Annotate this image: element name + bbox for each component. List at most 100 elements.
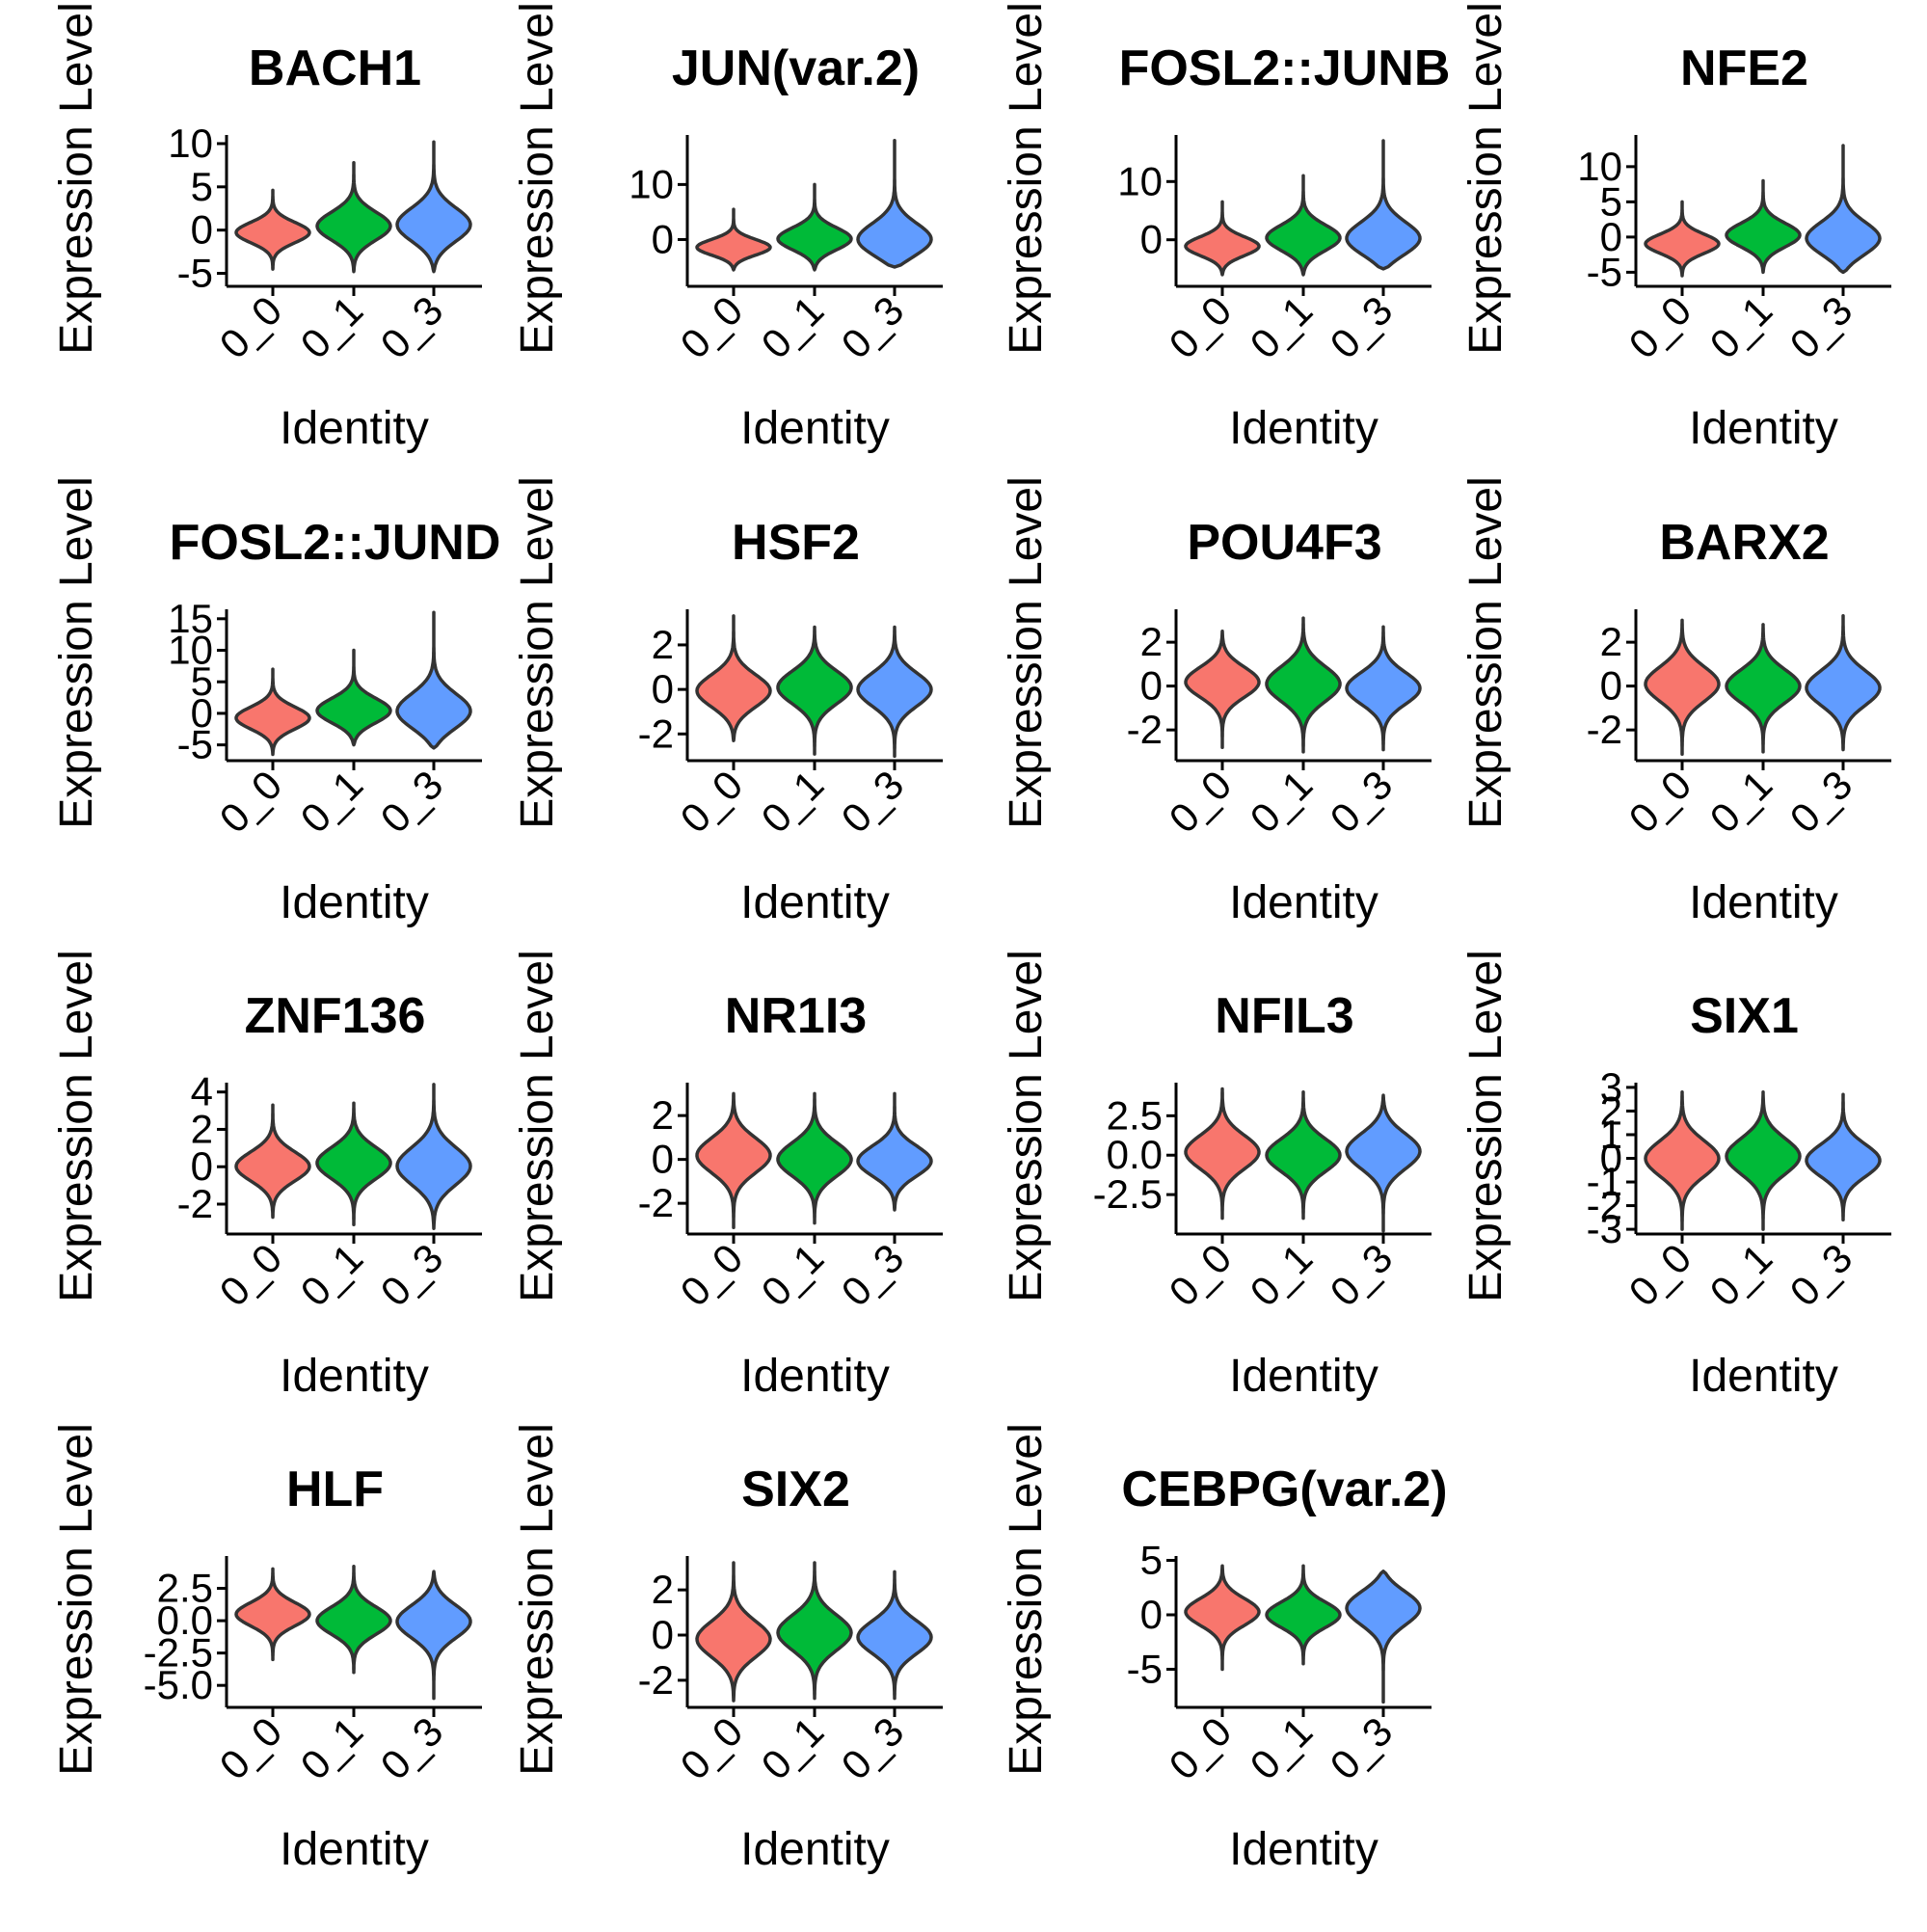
x-axis-label: Identity (1689, 877, 1838, 928)
violin-0_3 (856, 1570, 933, 1701)
violin-0_0 (1644, 200, 1721, 278)
x-tick-label: 0_3 (1322, 287, 1402, 367)
y-tick-label: -3 (1587, 1206, 1622, 1251)
y-tick-label: 0 (1600, 663, 1622, 709)
x-axis-label: Identity (1689, 403, 1838, 454)
y-tick-label: 10 (1577, 144, 1622, 189)
x-tick-label: 0_1 (292, 287, 372, 367)
y-tick-label: 0 (1140, 217, 1163, 262)
y-tick-label: 2.5 (1107, 1092, 1163, 1138)
x-tick-label: 0_3 (372, 1708, 452, 1788)
panel-title: NFE2 (1680, 40, 1808, 96)
panel-title: FOSL2::JUND (170, 515, 501, 571)
panel-title: BACH1 (249, 40, 421, 96)
panel-cebpg-var-2-: CEBPG(var.2) -5 0 5 0_0 0_1 0_3 Identity Express… (1001, 1423, 1448, 1875)
y-tick-label: -2.5 (144, 1630, 213, 1676)
violin-0_1 (776, 1091, 853, 1225)
x-tick-label: 0_3 (1322, 1235, 1402, 1315)
x-tick-label: 0_0 (1161, 1235, 1241, 1315)
violin-0_0 (1184, 1564, 1261, 1672)
x-tick-label: 0_0 (1620, 1235, 1700, 1315)
y-axis-label: Expression Level (51, 950, 102, 1302)
violin-0_1 (315, 1564, 392, 1675)
panel-pou4f3: POU4F3 -202 0_0 0_1 0_3 Identity Expression Le… (1001, 476, 1432, 928)
violin-0_0 (234, 1103, 311, 1220)
x-tick-label: 0_0 (672, 287, 752, 367)
x-tick-label: 0_0 (1620, 287, 1700, 367)
panel-title: NFIL3 (1215, 988, 1353, 1044)
y-tick-label: 0.0 (157, 1597, 213, 1643)
y-tick-label: 0 (652, 216, 674, 261)
violin-0_1 (1265, 616, 1342, 754)
x-tick-label: 0_3 (833, 1708, 913, 1788)
y-tick-label: -5.0 (144, 1662, 213, 1707)
panel-title: SIX2 (741, 1462, 850, 1517)
y-tick-label: 0 (1600, 1136, 1622, 1181)
violin-0_0 (695, 1561, 772, 1703)
violin-0_0 (695, 207, 772, 272)
violin-0_3 (1805, 144, 1882, 275)
x-axis-label: Identity (740, 403, 890, 454)
violin-0_3 (395, 1570, 472, 1701)
y-tick-label: -2 (1587, 707, 1622, 752)
y-tick-label: 2 (652, 1092, 674, 1138)
x-tick-label: 0_0 (672, 1708, 752, 1788)
y-tick-label: -2 (638, 1657, 674, 1703)
y-tick-label: 5 (1600, 178, 1622, 224)
panel-title: ZNF136 (245, 988, 426, 1044)
x-axis-label: Identity (280, 1824, 429, 1875)
y-tick-label: 2 (1600, 1087, 1622, 1133)
x-tick-label: 0_1 (753, 1235, 833, 1315)
y-tick-label: 2 (1600, 619, 1622, 664)
y-tick-label: -2 (638, 711, 674, 756)
y-axis-label: Expression Level (512, 1423, 563, 1776)
x-tick-label: 0_3 (833, 1235, 913, 1315)
violin-0_0 (234, 667, 311, 757)
x-axis-label: Identity (1229, 877, 1378, 928)
panel-nr1i3: NR1I3 -202 0_0 0_1 0_3 Identity Expression Lev… (512, 950, 943, 1402)
x-tick-label: 0_3 (1322, 762, 1402, 842)
violin-0_0 (234, 188, 311, 271)
y-tick-label: -1 (1587, 1159, 1622, 1204)
y-tick-label: -5 (1127, 1646, 1163, 1691)
panel-title: FOSL2::JUNB (1119, 40, 1451, 96)
y-tick-label: 0 (191, 1143, 213, 1189)
y-tick-label: 10 (168, 121, 213, 166)
y-axis-label: Expression Level (1001, 1423, 1052, 1776)
x-tick-label: 0_3 (372, 287, 452, 367)
x-tick-label: 0_3 (833, 287, 913, 367)
y-tick-label: 2 (652, 622, 674, 667)
violin-0_3 (395, 1083, 472, 1230)
x-tick-label: 0_0 (1620, 762, 1700, 842)
y-axis-label: Expression Level (1460, 950, 1512, 1302)
y-tick-label: 5 (191, 164, 213, 209)
y-axis-label: Expression Level (1460, 2, 1512, 355)
x-axis-label: Identity (1229, 1824, 1378, 1875)
y-tick-label: 0 (652, 666, 674, 711)
y-tick-label: 10 (629, 161, 674, 206)
x-tick-label: 0_3 (1781, 287, 1861, 367)
violin-0_3 (1345, 625, 1422, 752)
y-tick-label: -2 (1127, 707, 1163, 752)
violin-0_1 (315, 160, 392, 274)
y-tick-label: 0 (652, 1612, 674, 1657)
x-tick-label: 0_3 (1781, 1235, 1861, 1315)
x-tick-label: 0_0 (1161, 1708, 1241, 1788)
y-axis-label: Expression Level (512, 476, 563, 829)
x-tick-label: 0_1 (1701, 1235, 1781, 1315)
y-axis-label: Expression Level (51, 476, 102, 829)
violin-0_3 (1345, 1570, 1422, 1704)
x-axis-label: Identity (280, 403, 429, 454)
x-tick-label: 0_3 (372, 1235, 452, 1315)
violin-0_1 (315, 648, 392, 747)
x-tick-label: 0_1 (1242, 1235, 1322, 1315)
x-tick-label: 0_1 (753, 1708, 833, 1788)
violin-0_0 (1644, 1090, 1721, 1231)
x-axis-label: Identity (1689, 1351, 1838, 1402)
y-tick-label: 10 (1117, 158, 1163, 203)
